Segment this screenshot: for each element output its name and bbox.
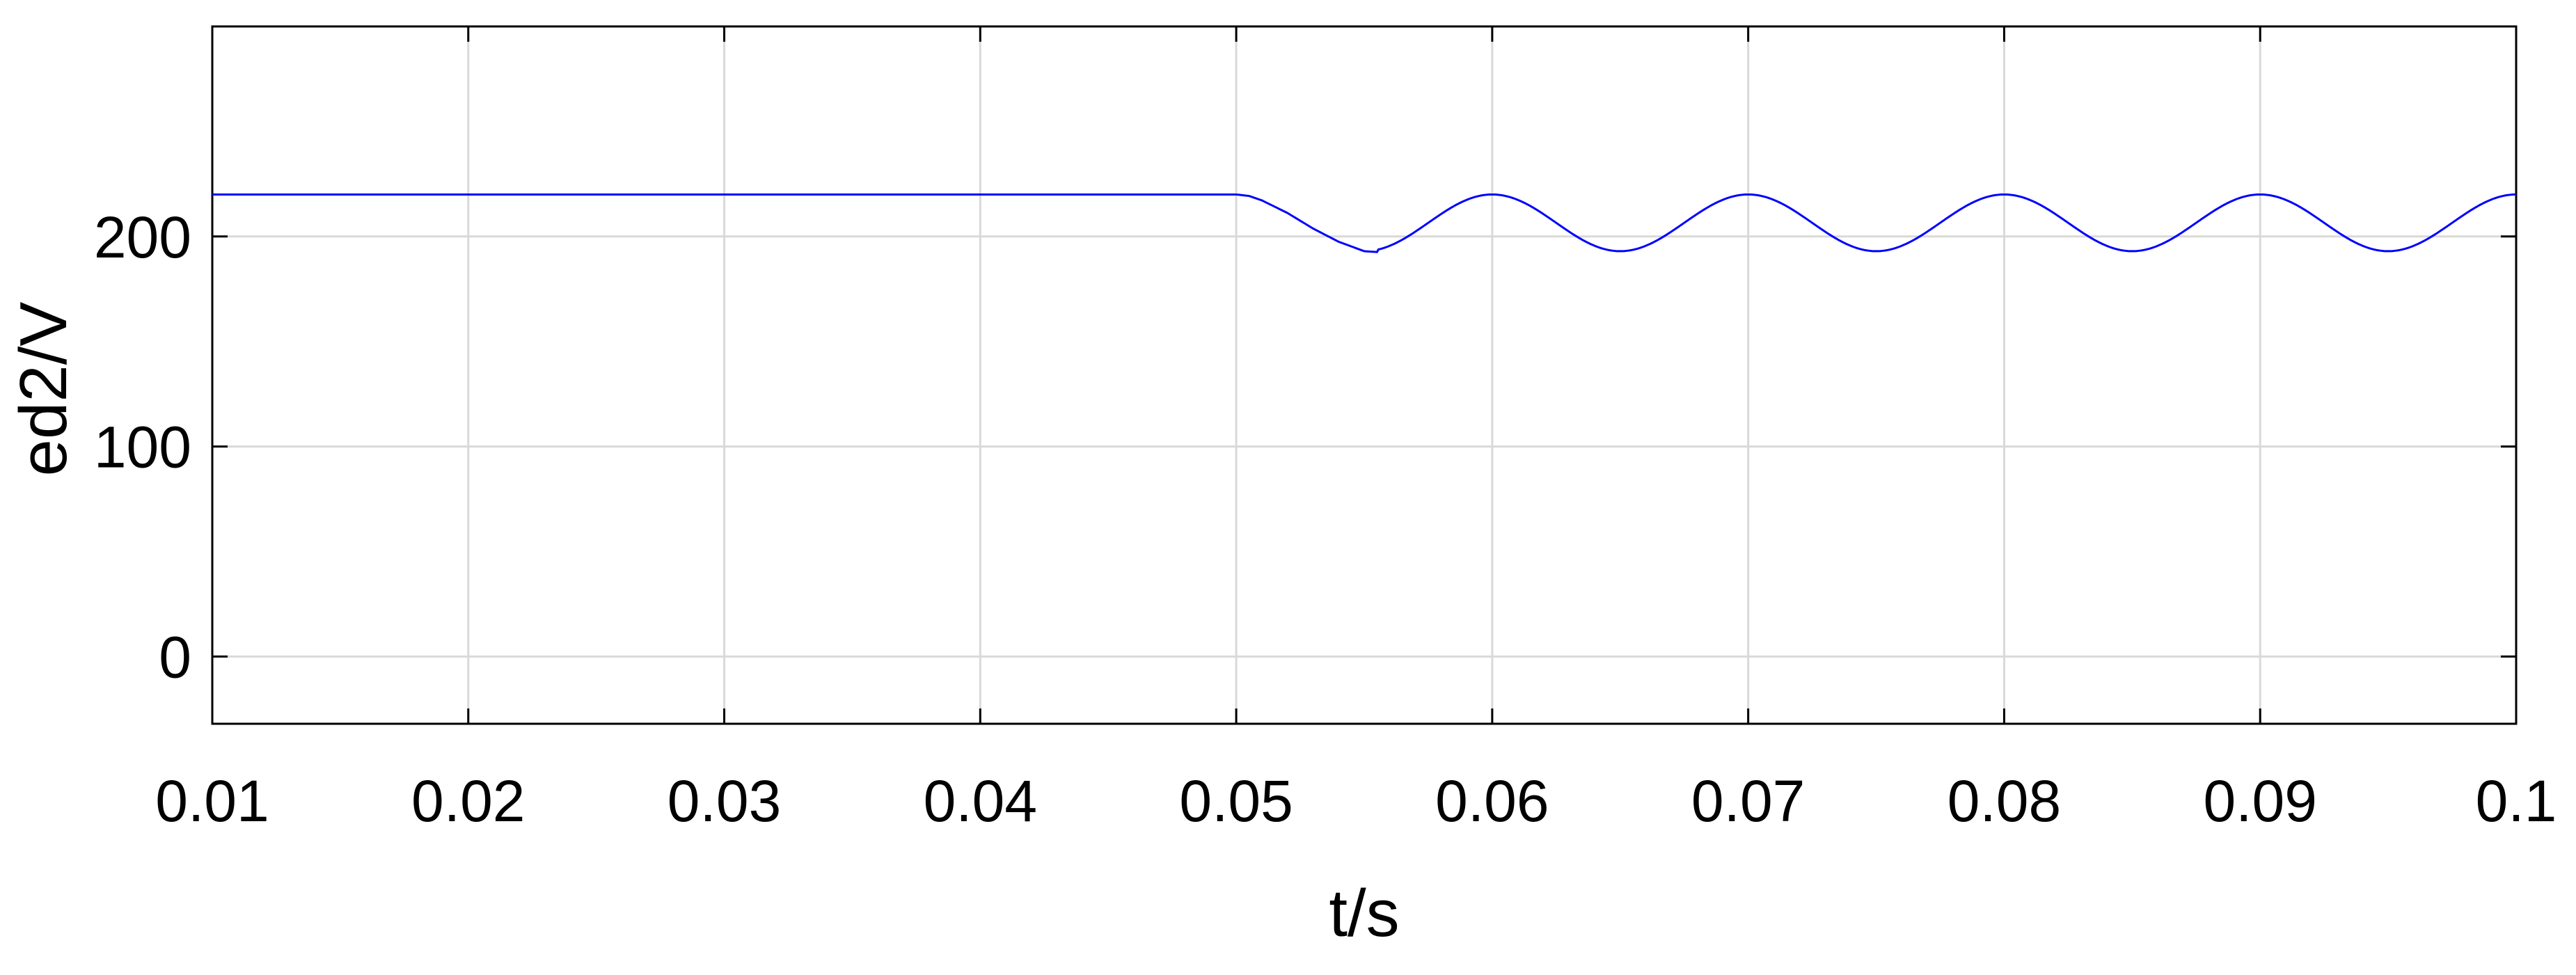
y-axis-title: ed2/V [6,302,81,477]
x-tick-label: 0.06 [1435,768,1549,834]
x-tick-label: 0.05 [1179,768,1293,834]
y-tick-label: 0 [159,624,191,690]
x-tick-label: 0.07 [1691,768,1805,834]
series-line [212,193,2517,253]
y-tick-label: 100 [94,415,191,480]
x-tick-label: 0.08 [1947,768,2062,834]
grid [211,26,2518,724]
plot-frame [211,25,2518,725]
x-tick-label: 0.09 [2203,768,2317,834]
x-tick-label: 0.1 [2476,768,2557,834]
series-layer [212,193,2517,253]
x-tick-label: 0.01 [155,768,269,834]
y-axis-ticks: 0 100 200 [94,205,2516,690]
x-tick-label: 0.02 [411,768,526,834]
x-axis-ticks: 0.01 0.02 0.03 0.04 0.05 0.06 0.07 0.08 0.09 0.1 [155,26,2557,834]
x-axis-title: t/s [1329,876,1399,951]
x-tick-label: 0.04 [924,768,1038,834]
y-tick-label: 200 [94,205,191,270]
axes-frame [211,25,2518,725]
x-tick-label: 0.03 [667,768,782,834]
